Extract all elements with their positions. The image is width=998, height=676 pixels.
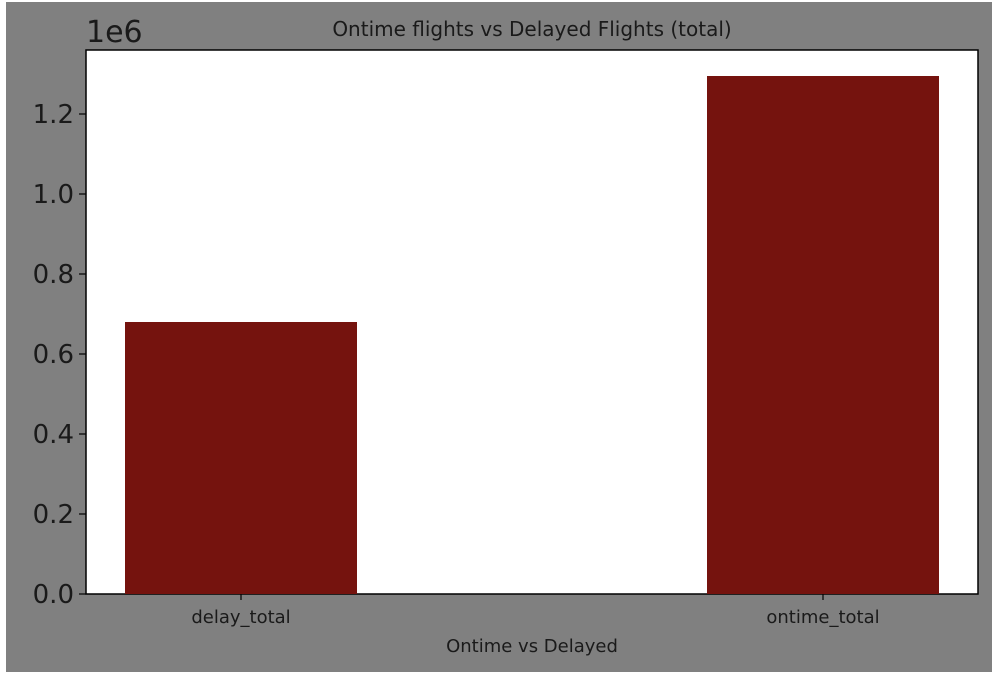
chart-title: Ontime flights vs Delayed Flights (total… [332, 17, 731, 41]
bar-chart: 0.0 0.2 0.4 0.6 0.8 1.0 1.2 delay_total ontime_… [33, 15, 979, 657]
y-axis: 0.0 0.2 0.4 0.6 0.8 1.0 1.2 [33, 100, 86, 610]
x-tick-label: delay_total [191, 607, 290, 628]
y-tick-label: 1.0 [33, 180, 74, 210]
y-tick-label: 0.0 [33, 580, 74, 610]
x-axis: delay_total ontime_total [191, 594, 880, 628]
x-tick-label: ontime_total [766, 607, 879, 628]
chart-figure: 0.0 0.2 0.4 0.6 0.8 1.0 1.2 delay_total ontime_… [6, 2, 992, 672]
bars-group [125, 76, 939, 594]
y-tick-label: 0.6 [33, 340, 74, 370]
y-tick-label: 0.4 [33, 420, 74, 450]
bar-ontime_total [707, 76, 939, 594]
bar-delay_total [125, 322, 357, 594]
y-axis-offset-label: 1e6 [86, 15, 143, 50]
y-tick-label: 0.2 [33, 500, 74, 530]
y-tick-label: 1.2 [33, 100, 74, 130]
x-axis-label: Ontime vs Delayed [446, 636, 618, 657]
y-tick-label: 0.8 [33, 260, 74, 290]
